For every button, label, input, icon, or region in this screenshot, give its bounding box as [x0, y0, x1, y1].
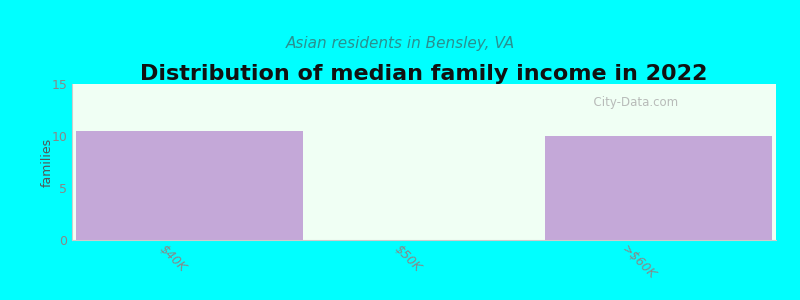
Text: Asian residents in Bensley, VA: Asian residents in Bensley, VA: [286, 36, 514, 51]
Bar: [75, 131, 303, 240]
Bar: [545, 136, 773, 240]
Text: City-Data.com: City-Data.com: [586, 97, 678, 110]
Y-axis label: families: families: [41, 137, 54, 187]
Title: Distribution of median family income in 2022: Distribution of median family income in …: [140, 64, 708, 84]
